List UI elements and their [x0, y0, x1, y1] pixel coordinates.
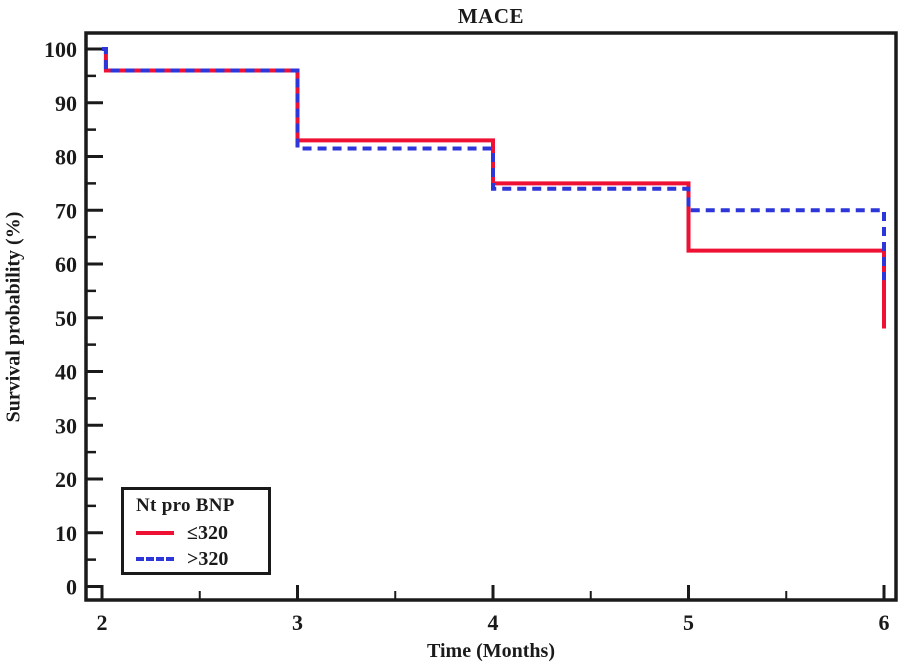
y-tick-label: 60 [55, 252, 77, 277]
x-tick-label: 4 [488, 610, 499, 635]
y-tick-label: 20 [55, 467, 77, 492]
legend-label-le320: ≤320 [187, 521, 228, 544]
y-tick-label: 0 [66, 575, 77, 600]
y-tick-label: 50 [55, 306, 77, 331]
y-tick-label: 10 [55, 521, 77, 546]
y-tick-label: 100 [44, 37, 77, 62]
y-tick-label: 30 [55, 413, 77, 438]
plot-frame [84, 31, 898, 602]
x-axis-label: Time (Months) [427, 640, 555, 662]
legend-swatch-blue-dashed-line [136, 557, 174, 561]
x-tick-label: 2 [97, 610, 108, 635]
y-tick-label: 90 [55, 91, 77, 116]
chart-title: MACE [457, 4, 525, 28]
legend-item-le320: ≤320 [136, 520, 268, 546]
legend: Nt pro BNP ≤320 >320 [121, 487, 271, 575]
x-tick-label: 3 [292, 610, 303, 635]
y-axis-label: Survival probability (%) [2, 211, 25, 423]
x-tick-label: 5 [683, 610, 694, 635]
legend-swatch-red-solid-line [136, 531, 174, 535]
legend-title: Nt pro BNP [136, 495, 235, 516]
y-tick-label: 70 [55, 198, 77, 223]
legend-label-gt320: >320 [187, 547, 229, 570]
y-tick-label: 80 [55, 145, 77, 170]
x-tick-label: 6 [879, 610, 890, 635]
series-line-gt320 [102, 47, 886, 281]
y-tick-label: 40 [55, 360, 77, 385]
legend-item-gt320: >320 [136, 546, 268, 572]
